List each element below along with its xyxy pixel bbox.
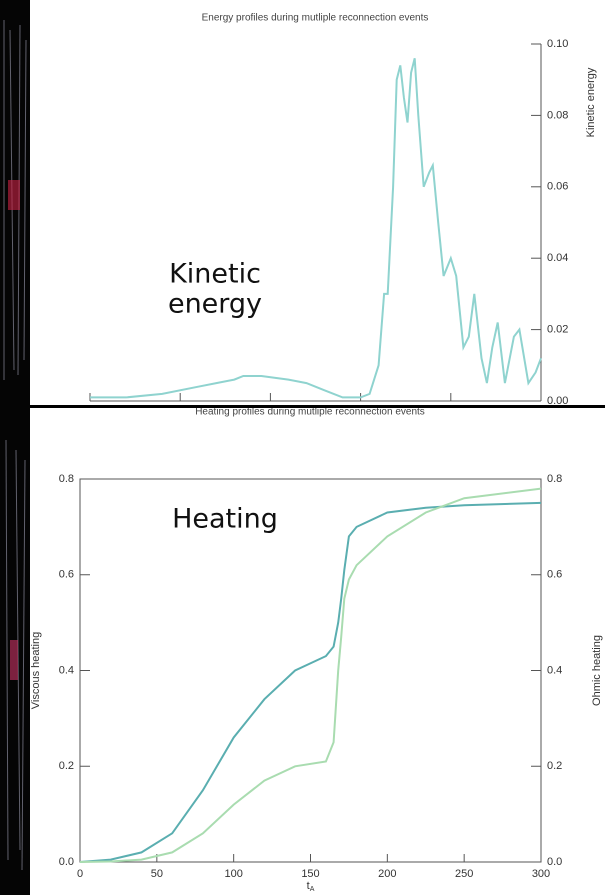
annotation: Kinetic — [169, 259, 261, 290]
y-tick-label: 0.02 — [547, 324, 568, 336]
y2-axis-label: Ohmic heating — [591, 635, 603, 706]
data-line — [79, 487, 542, 863]
annotation: energy — [168, 289, 262, 320]
x-tick-label: 300 — [532, 868, 550, 880]
y-tick-label: 0.2 — [59, 760, 74, 772]
data-line — [79, 501, 542, 863]
x-axis-label-subscript: A — [310, 886, 315, 893]
chart-title: Heating profiles during mutliple reconne… — [195, 408, 425, 418]
y-tick-label: 0.8 — [59, 473, 74, 485]
y-tick-label: 0.2 — [547, 760, 562, 772]
y-tick-label: 0.6 — [59, 569, 74, 581]
data-line — [90, 58, 542, 399]
x-tick-label: 150 — [301, 868, 319, 880]
side-image — [0, 0, 30, 895]
y-tick-label: 0.0 — [547, 856, 562, 868]
y-tick-label: 0.4 — [547, 664, 562, 676]
x-tick-label: 0 — [77, 868, 83, 880]
x-tick-label: 50 — [151, 868, 163, 880]
y-tick-label: 0.0 — [59, 856, 74, 868]
chart-title: Energy profiles during mutliple reconnec… — [202, 13, 429, 24]
y-tick-label: 0.10 — [547, 38, 568, 50]
y-tick-label: 0.04 — [547, 252, 568, 264]
chart: Energy profiles during mutliple reconnec… — [30, 0, 605, 405]
y-tick-label: 0.08 — [547, 109, 568, 121]
x-axis-label: t — [307, 880, 310, 892]
x-tick-label: 100 — [224, 868, 242, 880]
y-tick-label: 0.8 — [547, 473, 562, 485]
y-tick-label: 0.6 — [547, 569, 562, 581]
chart: Heating profiles during mutliple reconne… — [30, 408, 605, 895]
y-axis-label: Viscous heating — [30, 632, 42, 709]
y-axis-label: Kinetic energy — [585, 67, 597, 137]
y-tick-label: 0.00 — [547, 395, 568, 405]
x-axis-label: tA — [307, 880, 315, 893]
annotation: Heating — [172, 504, 278, 535]
y-tick-label: 0.06 — [547, 181, 568, 193]
x-tick-label: 250 — [455, 868, 473, 880]
y-tick-label: 0.4 — [59, 664, 74, 676]
x-tick-label: 200 — [378, 868, 396, 880]
